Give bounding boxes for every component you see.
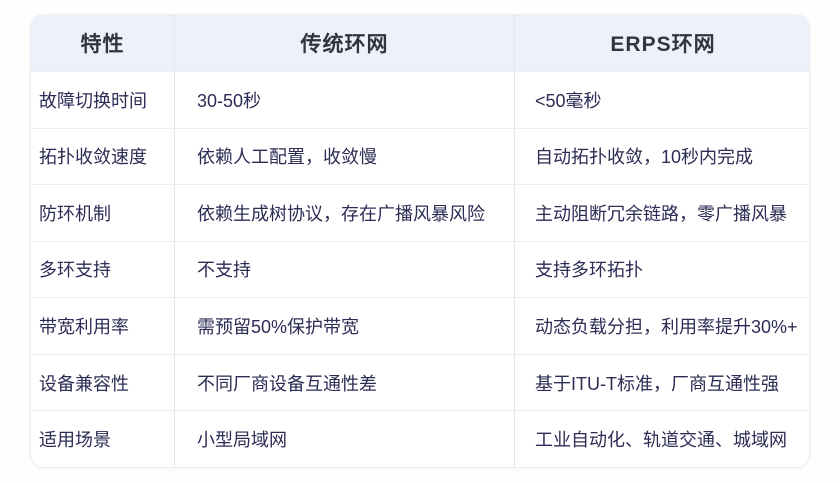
cell-erps: 支持多环拓扑 (514, 241, 809, 298)
cell-feature: 拓扑收敛速度 (39, 147, 147, 168)
cell-traditional: 依赖人工配置，收敛慢 (174, 128, 514, 185)
cell-feature: 设备兼容性 (39, 373, 129, 394)
cell-feature: 带宽利用率 (39, 317, 129, 338)
cell-erps: 自动拓扑收敛，10秒内完成 (514, 128, 809, 185)
cell-feature: 适用场景 (39, 430, 111, 451)
table-row: 设备兼容性 不同厂商设备互通性差 基于ITU-T标准，厂商互通性强 (31, 353, 809, 411)
cell-traditional: 依赖生成树协议，存在广播风暴风险 (174, 185, 514, 241)
table-header-row: 特性 传统环网 ERPS环网 (31, 15, 809, 71)
cell-erps: <50毫秒 (514, 72, 809, 128)
comparison-table: 特性 传统环网 ERPS环网 故障切换时间 30-50秒 <50毫秒 拓扑收敛速… (30, 14, 810, 468)
table-row: 防环机制 依赖生成树协议，存在广播风暴风险 主动阻断冗余链路，零广播风暴 (31, 184, 809, 241)
cell-feature: 故障切换时间 (39, 90, 147, 111)
table-row: 拓扑收敛速度 依赖人工配置，收敛慢 自动拓扑收敛，10秒内完成 (31, 127, 809, 185)
table-row: 带宽利用率 需预留50%保护带宽 动态负载分担，利用率提升30%+ (31, 297, 809, 354)
cell-traditional: 需预留50%保护带宽 (174, 298, 514, 354)
table-row: 故障切换时间 30-50秒 <50毫秒 (31, 71, 809, 128)
table-row: 适用场景 小型局域网 工业自动化、轨道交通、城域网 (31, 410, 809, 467)
cell-traditional: 不支持 (174, 241, 514, 298)
cell-feature: 防环机制 (39, 203, 111, 224)
column-header-feature: 特性 (80, 33, 125, 56)
cell-traditional: 小型局域网 (174, 411, 514, 467)
cell-erps: 主动阻断冗余链路，零广播风暴 (514, 185, 809, 241)
cell-erps: 基于ITU-T标准，厂商互通性强 (514, 354, 809, 411)
cell-traditional: 不同厂商设备互通性差 (174, 354, 514, 411)
table-row: 多环支持 不支持 支持多环拓扑 (31, 240, 809, 298)
column-header-traditional: 传统环网 (174, 15, 514, 71)
column-header-erps: ERPS环网 (514, 15, 809, 71)
cell-erps: 工业自动化、轨道交通、城域网 (514, 411, 809, 467)
cell-erps: 动态负载分担，利用率提升30%+ (514, 298, 809, 354)
cell-feature: 多环支持 (39, 260, 111, 281)
cell-traditional: 30-50秒 (174, 72, 514, 128)
